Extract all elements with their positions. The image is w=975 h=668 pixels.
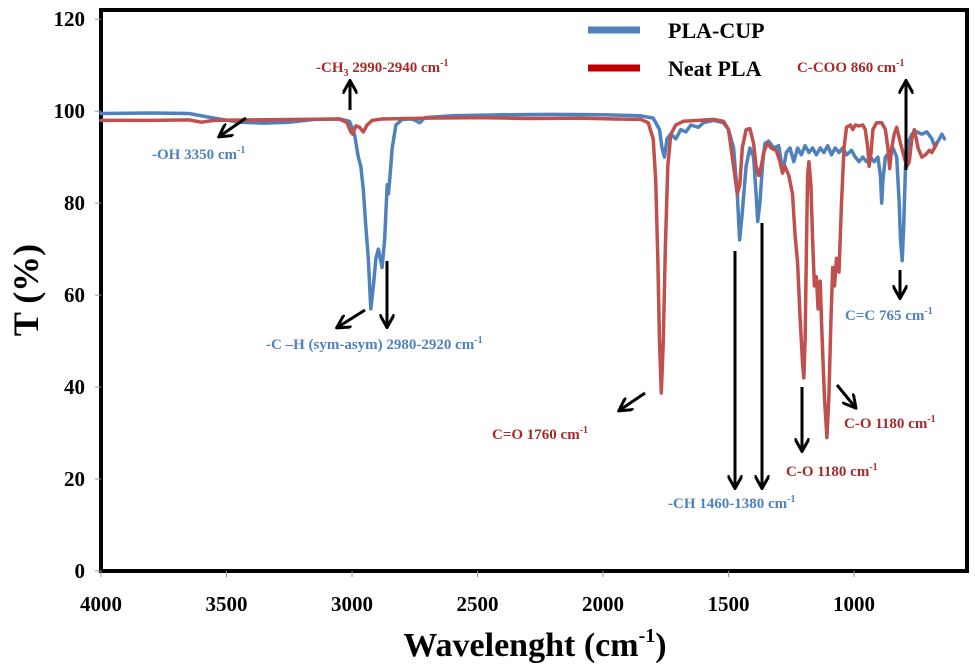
x-tick-label: 2000	[582, 592, 624, 616]
y-tick-label: 40	[64, 375, 85, 399]
annotation-co1760: C=O 1760 cm-1	[492, 425, 588, 443]
y-tick-label: 0	[75, 559, 86, 583]
y-tick-label: 20	[64, 467, 85, 491]
series-layer	[99, 111, 947, 440]
annotation-ch: -C –H (sym-asym) 2980-2920 cm-1	[266, 335, 483, 353]
x-axis-title-sup: -1	[639, 625, 656, 647]
x-axis-ticks: 4000 3500 3000 2500 2000 1500 1000	[80, 571, 875, 616]
annotation-oh: -OH 3350 cm-1	[152, 145, 245, 163]
y-tick-label: 100	[54, 99, 86, 123]
y-tick-label: 80	[64, 191, 85, 215]
y-axis-ticks: 0 20 40 60 80 100 120	[54, 7, 101, 583]
x-tick-label: 3000	[331, 592, 373, 616]
arrow-ch-left	[338, 308, 366, 327]
legend-label-pla-cup: PLA-CUP	[668, 18, 765, 43]
y-tick-label: 60	[64, 283, 85, 307]
arrow-co1180-diag	[835, 384, 855, 407]
x-tick-label: 4000	[80, 592, 122, 616]
x-tick-label: 2500	[457, 592, 499, 616]
annotation-co1180-upper: C-O 1180 cm-1	[844, 414, 936, 432]
plot-frame	[99, 8, 969, 573]
legend-label-neat-pla: Neat PLA	[668, 56, 762, 81]
arrow-oh	[220, 116, 247, 136]
x-tick-label: 1000	[833, 592, 875, 616]
annotation-ccoo: C-COO 860 cm-1	[797, 58, 905, 76]
x-axis-title: Wavelenght (cm-1)	[403, 625, 666, 664]
y-axis-title: T (%)	[6, 244, 46, 336]
annotation-ch1460: -CH 1460-1380 cm-1	[668, 494, 796, 512]
y-tick-label: 120	[54, 7, 86, 31]
annotation-arrows	[220, 82, 906, 487]
legend: PLA-CUP Neat PLA	[588, 18, 765, 81]
annotation-cc765: C=C 765 cm-1	[845, 306, 933, 324]
annotation-co1180-lower: C-O 1180 cm-1	[786, 462, 878, 480]
annotation-ch3: -CH3 2990-2940 cm-1	[316, 58, 449, 79]
x-tick-label: 1500	[708, 592, 750, 616]
series-line-neat-pla	[99, 115, 939, 440]
x-tick-label: 3500	[206, 592, 248, 616]
arrow-co1760	[620, 391, 646, 410]
annotations: -OH 3350 cm-1 -CH3 2990-2940 cm-1 -C –H …	[152, 58, 936, 512]
